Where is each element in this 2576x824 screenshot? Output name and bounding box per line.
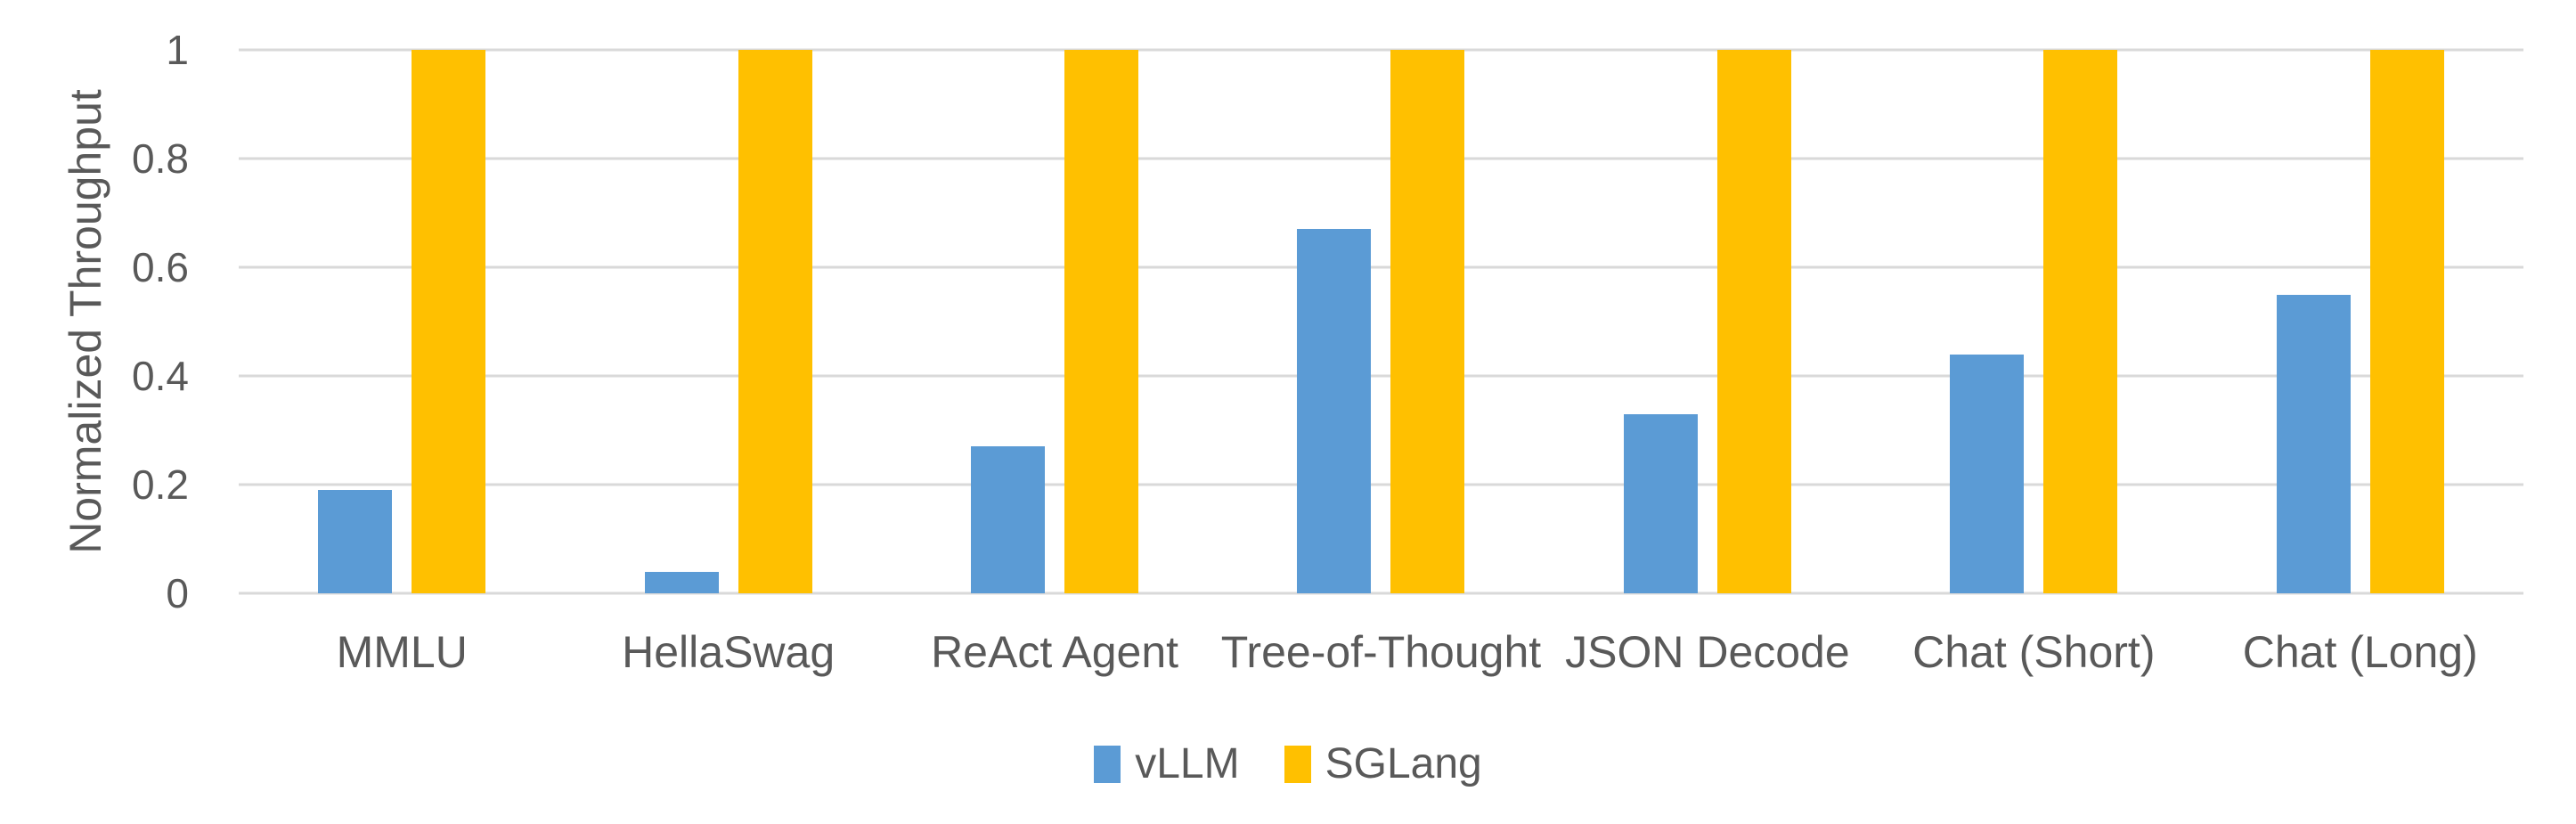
bar-vllm-chat-long: [2276, 294, 2351, 593]
gridline-0: [239, 591, 2523, 595]
bar-sglang-mmlu: [412, 50, 486, 593]
gridline-0.4: [239, 374, 2523, 378]
legend-swatch-sglang: [1284, 745, 1311, 783]
bar-group-json-decode: [1545, 50, 1871, 593]
gridline-0.2: [239, 483, 2523, 486]
bar-vllm-tree-of-thought: [1297, 229, 1372, 593]
bar-sglang-tree-of-thought: [1390, 50, 1465, 593]
legend-swatch-vllm: [1094, 745, 1121, 783]
bar-group-hellaswag: [565, 50, 891, 593]
y-tick-label-0: 0: [166, 570, 189, 616]
bar-vllm-mmlu: [318, 490, 393, 593]
bar-vllm-json-decode: [1623, 413, 1698, 593]
x-label-react-agent: ReAct Agent: [931, 627, 1179, 677]
bar-groups: [239, 50, 2523, 593]
bar-sglang-hellaswag: [738, 50, 812, 593]
legend-label-vllm: vLLM: [1135, 740, 1240, 787]
gridline-0.8: [239, 157, 2523, 160]
bar-group-mmlu: [239, 50, 565, 593]
x-label-chat-short: Chat (Short): [1912, 627, 2156, 677]
y-tick-label-0.4: 0.4: [132, 353, 189, 399]
bar-vllm-react-agent: [971, 446, 1046, 593]
x-label-chat-long: Chat (Long): [2242, 627, 2478, 677]
bar-group-react-agent: [892, 50, 1218, 593]
bar-group-chat-short: [1871, 50, 2197, 593]
y-axis-tick-labels: 0 0.2 0.4 0.6 0.8 1: [0, 29, 189, 614]
bar-group-chat-long: [2197, 50, 2523, 593]
y-tick-label-0.8: 0.8: [132, 135, 189, 182]
x-axis-category-labels: MMLU HellaSwag ReAct Agent Tree-of-Thought J…: [239, 626, 2523, 678]
x-label-tree-of-thought: Tree-of-Thought: [1220, 627, 1542, 677]
y-tick-label-0.2: 0.2: [132, 461, 189, 508]
bar-group-tree-of-thought: [1218, 50, 1544, 593]
x-label-json-decode: JSON Decode: [1565, 627, 1850, 677]
bar-sglang-chat-short: [2043, 50, 2118, 593]
y-tick-label-1: 1: [166, 27, 189, 73]
gridline-1: [239, 48, 2523, 52]
x-label-hellaswag: HellaSwag: [622, 627, 836, 677]
y-tick-label-0.6: 0.6: [132, 244, 189, 290]
bar-sglang-react-agent: [1064, 50, 1139, 593]
bar-sglang-chat-long: [2369, 50, 2444, 593]
legend-item-vllm: vLLM: [1094, 739, 1240, 788]
bar-vllm-chat-short: [1950, 354, 2025, 593]
legend: vLLM SGLang: [0, 739, 2576, 788]
x-label-mmlu: MMLU: [336, 627, 468, 677]
plot-area: [239, 48, 2523, 595]
legend-label-sglang: SGLang: [1325, 740, 1482, 787]
gridline-0.6: [239, 265, 2523, 269]
bar-sglang-json-decode: [1716, 50, 1791, 593]
legend-item-sglang: SGLang: [1284, 739, 1482, 788]
bar-vllm-hellaswag: [644, 571, 719, 593]
